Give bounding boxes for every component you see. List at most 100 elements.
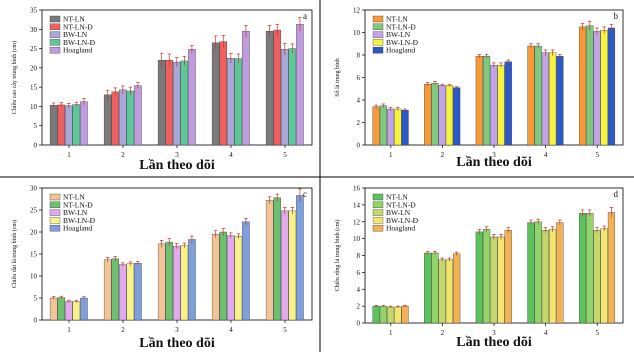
y-tick-label: 10 bbox=[353, 29, 361, 37]
y-tick-label: 16 bbox=[353, 185, 361, 193]
legend-swatch bbox=[49, 193, 61, 201]
bar bbox=[607, 27, 616, 146]
x-tick-label: 5 bbox=[283, 326, 287, 334]
x-tick-label: 4 bbox=[229, 151, 233, 159]
bar bbox=[57, 104, 65, 146]
bar bbox=[281, 49, 289, 146]
bar bbox=[424, 252, 432, 324]
legend-entry: BW-LN-Đ bbox=[386, 216, 419, 225]
y-axis-label: Số lá trung bình bbox=[334, 58, 341, 97]
bar bbox=[445, 259, 454, 324]
y-tick-label: 25 bbox=[30, 45, 38, 53]
y-tick-label: 2 bbox=[357, 303, 361, 311]
x-tick-label: 2 bbox=[121, 326, 125, 334]
legend-swatch bbox=[372, 31, 384, 38]
bar bbox=[173, 61, 181, 146]
bar bbox=[126, 90, 135, 146]
legend-entry: BW-LN-Đ bbox=[63, 38, 96, 47]
bar bbox=[126, 263, 135, 321]
y-axis-label: Chiều cao cây trung bình (cm) bbox=[11, 41, 18, 114]
legend-entry: BW-LN-Đ bbox=[386, 38, 419, 47]
bar bbox=[242, 221, 250, 321]
bar bbox=[234, 236, 243, 321]
bar bbox=[534, 45, 542, 146]
legend-swatch bbox=[49, 39, 61, 46]
bar bbox=[490, 236, 498, 324]
bar bbox=[527, 45, 535, 146]
legend-swatch bbox=[49, 31, 61, 38]
bar bbox=[211, 42, 220, 146]
legend-entry: Hoagland bbox=[63, 224, 92, 233]
bar bbox=[188, 49, 196, 146]
legend-swatch bbox=[49, 23, 61, 30]
x-tick-label: 5 bbox=[283, 151, 287, 159]
y-tick-label: 12 bbox=[353, 7, 361, 15]
bar bbox=[534, 221, 542, 324]
legend-entry: NT-LN-Đ bbox=[63, 200, 93, 209]
bar bbox=[578, 26, 587, 146]
legend-entry: NT-LN-Đ bbox=[63, 22, 93, 31]
y-tick-label: 35 bbox=[30, 7, 38, 15]
y-tick-label: 10 bbox=[30, 103, 38, 111]
bar bbox=[586, 213, 594, 324]
y-tick-label: 20 bbox=[30, 229, 38, 237]
bar bbox=[65, 105, 73, 146]
legend-swatch bbox=[49, 217, 61, 224]
x-tick-label: 2 bbox=[441, 151, 445, 159]
bar bbox=[593, 230, 601, 324]
x-tick-label: 3 bbox=[175, 151, 179, 159]
bar bbox=[593, 31, 601, 146]
x-tick-label: 3 bbox=[492, 329, 496, 337]
legend-swatch bbox=[372, 15, 384, 23]
panel-letter: c bbox=[303, 189, 307, 199]
x-tick-label: 1 bbox=[389, 151, 393, 159]
x-tick-label: 1 bbox=[67, 326, 71, 334]
bar bbox=[394, 306, 402, 324]
bar bbox=[504, 230, 512, 324]
x-tick-label: 4 bbox=[544, 151, 548, 159]
legend-swatch bbox=[372, 217, 384, 224]
bar bbox=[180, 245, 189, 321]
y-tick-label: 2 bbox=[357, 119, 361, 127]
y-tick-label: 25 bbox=[30, 207, 38, 215]
legend-swatch bbox=[372, 23, 384, 30]
y-tick-label: 8 bbox=[357, 252, 361, 260]
bar bbox=[288, 210, 297, 321]
bar bbox=[165, 59, 173, 146]
bar bbox=[273, 197, 281, 321]
bar bbox=[453, 87, 461, 146]
legend-swatch bbox=[49, 15, 61, 23]
bar bbox=[431, 82, 439, 146]
bar bbox=[438, 85, 446, 146]
bar bbox=[475, 231, 483, 324]
legend-swatch bbox=[372, 209, 384, 216]
legend-swatch bbox=[372, 47, 384, 54]
bar bbox=[379, 105, 387, 146]
bar bbox=[387, 108, 395, 146]
bar bbox=[265, 200, 274, 321]
y-tick-label: 4 bbox=[357, 97, 361, 105]
bar bbox=[401, 305, 409, 324]
bar bbox=[234, 58, 243, 146]
bar bbox=[527, 222, 535, 324]
x-tick-label: 5 bbox=[595, 151, 599, 159]
bar bbox=[600, 30, 608, 146]
x-tick-label: 2 bbox=[121, 151, 125, 159]
y-tick-label: 20 bbox=[30, 64, 38, 72]
x-tick-label: 1 bbox=[67, 151, 71, 159]
legend-entry: NT-LN-Đ bbox=[386, 200, 416, 209]
bar bbox=[103, 94, 112, 146]
bar bbox=[453, 253, 461, 324]
y-tick-label: 6 bbox=[357, 269, 361, 277]
panel-letter: b bbox=[614, 11, 619, 21]
bar bbox=[482, 229, 491, 324]
bar bbox=[157, 59, 166, 146]
y-axis-label: Chiều dài lá trung bình (cm) bbox=[11, 220, 18, 288]
legend-swatch bbox=[49, 201, 61, 208]
bar bbox=[49, 105, 58, 146]
y-tick-label: 30 bbox=[30, 26, 38, 34]
y-tick-label: 0 bbox=[357, 142, 361, 150]
panel-c: 0 5 10 15 20 25 30 1 2 3 4 5 NT-LNNT-LN-ĐBW-LNBW-LN-… bbox=[11, 185, 313, 351]
